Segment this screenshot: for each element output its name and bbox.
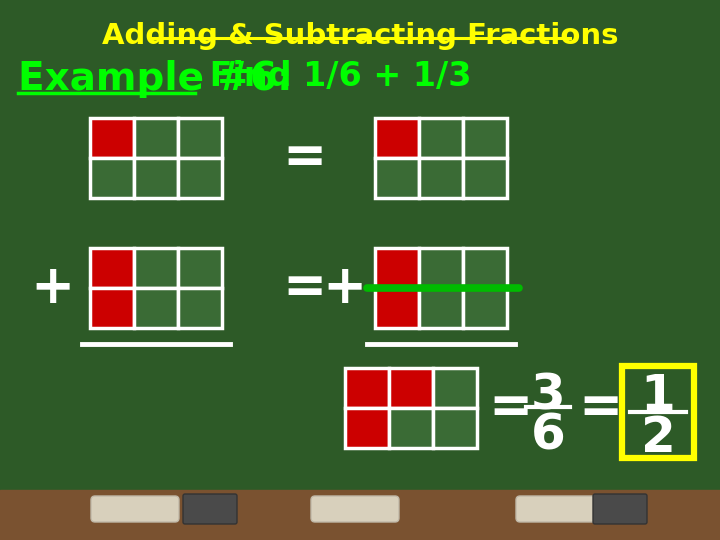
Bar [463,288,507,328]
Bar [134,118,178,158]
FancyBboxPatch shape [183,494,237,524]
Bar [134,248,178,288]
Bar [463,118,507,158]
Bar [345,368,389,408]
Bar [178,288,222,328]
FancyBboxPatch shape [311,496,399,522]
Bar [433,368,477,408]
Text: =: = [488,382,532,434]
Bar [389,368,433,408]
Bar [375,248,419,288]
Bar [463,158,507,198]
Bar [419,248,463,288]
Text: Adding & Subtracting Fractions: Adding & Subtracting Fractions [102,22,618,50]
Text: =: = [578,382,622,434]
Bar [345,408,389,448]
Bar [178,118,222,158]
Text: Find 1/6 + 1/3: Find 1/6 + 1/3 [198,60,472,93]
Text: =: = [283,262,327,314]
Bar [90,118,134,158]
FancyBboxPatch shape [516,496,604,522]
Bar [375,118,419,158]
Text: +: + [323,262,367,314]
Bar [419,288,463,328]
Text: Example #6:: Example #6: [18,60,292,98]
Bar [178,248,222,288]
Bar [90,288,134,328]
Bar [622,366,694,458]
Bar [134,158,178,198]
Text: 6: 6 [531,411,565,459]
Bar [419,158,463,198]
Text: 2: 2 [641,414,675,462]
Bar [134,288,178,328]
Bar [389,408,433,448]
Text: +: + [30,262,74,314]
Bar [90,248,134,288]
Text: =: = [283,132,327,184]
Bar [90,158,134,198]
FancyBboxPatch shape [593,494,647,524]
Bar [433,408,477,448]
Bar [463,248,507,288]
Bar [419,118,463,158]
Bar [375,158,419,198]
Text: 3: 3 [531,372,565,420]
Bar [178,158,222,198]
FancyBboxPatch shape [91,496,179,522]
Bar [0,490,720,540]
Text: 1: 1 [641,372,675,420]
Bar [375,288,419,328]
